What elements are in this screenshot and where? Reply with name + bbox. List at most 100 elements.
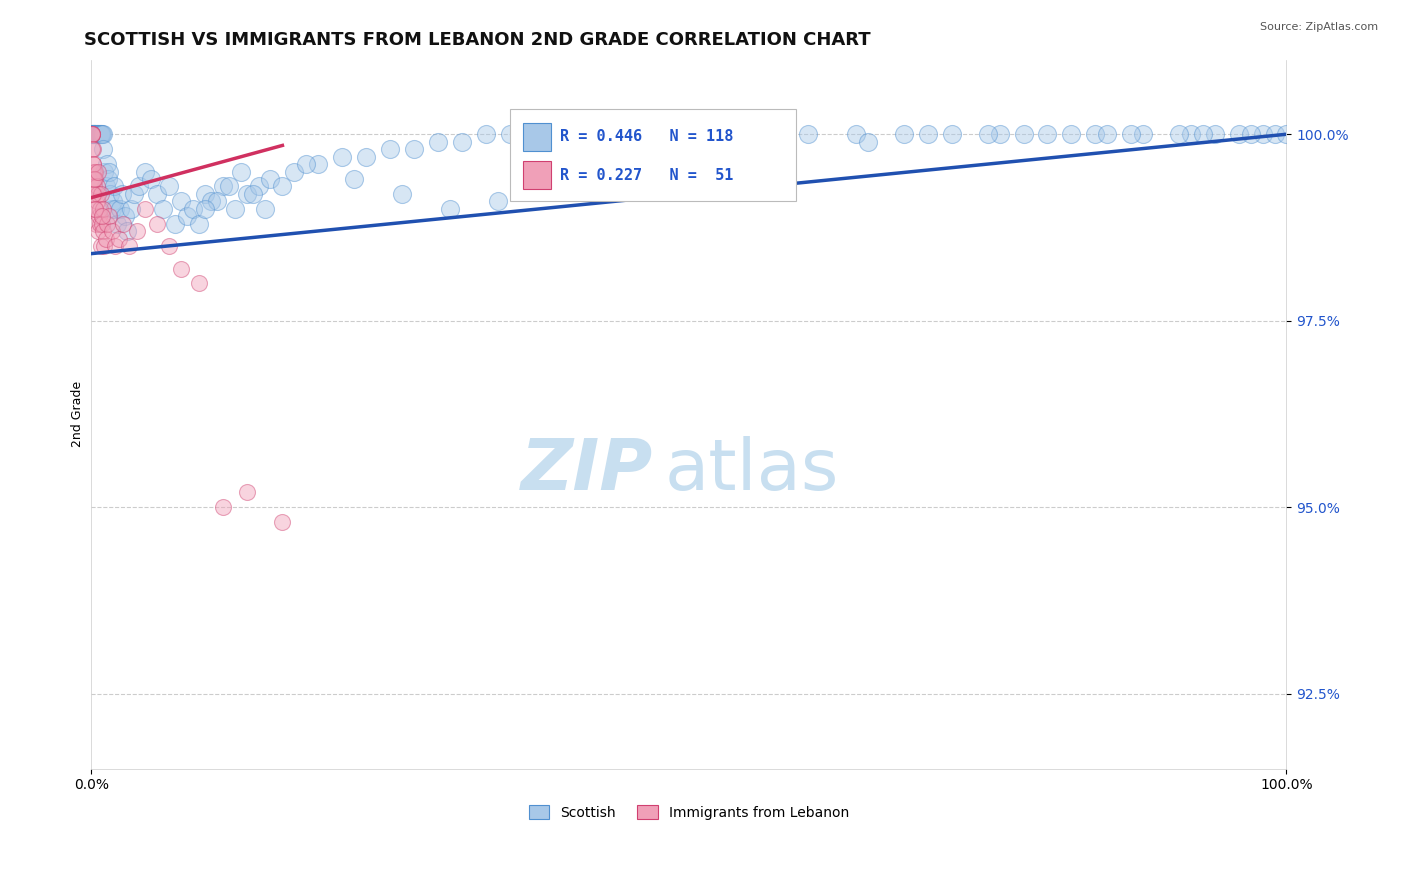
- Point: [194, 202, 217, 216]
- Point: [134, 202, 156, 216]
- Point: [103, 179, 125, 194]
- Point: [83, 127, 105, 141]
- Point: [104, 202, 127, 216]
- Point: [83, 127, 105, 141]
- Point: [235, 186, 257, 201]
- Point: [845, 127, 868, 141]
- Point: [247, 179, 270, 194]
- Point: [122, 186, 145, 201]
- Point: [917, 127, 939, 141]
- Point: [1036, 127, 1059, 141]
- Point: [486, 194, 509, 209]
- Point: [96, 157, 118, 171]
- Point: [229, 164, 252, 178]
- Point: [211, 500, 233, 515]
- Point: [235, 485, 257, 500]
- Point: [218, 179, 240, 194]
- Point: [170, 194, 193, 209]
- FancyBboxPatch shape: [509, 109, 796, 202]
- Text: ZIP: ZIP: [520, 436, 652, 506]
- Point: [558, 127, 581, 141]
- FancyBboxPatch shape: [523, 123, 551, 151]
- Point: [91, 127, 114, 141]
- Point: [91, 210, 114, 224]
- Point: [97, 172, 120, 186]
- Point: [83, 186, 105, 201]
- Point: [87, 127, 110, 141]
- Point: [450, 135, 472, 149]
- Point: [176, 210, 198, 224]
- Point: [86, 194, 108, 209]
- Point: [87, 210, 110, 224]
- Point: [1204, 127, 1226, 141]
- Text: R = 0.227   N =  51: R = 0.227 N = 51: [560, 168, 733, 183]
- Point: [91, 224, 114, 238]
- Point: [82, 157, 104, 171]
- Point: [125, 224, 148, 238]
- Point: [139, 172, 162, 186]
- Point: [134, 164, 156, 178]
- Point: [128, 179, 150, 194]
- Point: [94, 232, 117, 246]
- Point: [91, 127, 114, 141]
- Point: [82, 142, 104, 156]
- Point: [205, 194, 228, 209]
- Point: [83, 172, 105, 186]
- Point: [271, 516, 294, 530]
- Point: [94, 179, 117, 194]
- Point: [90, 127, 112, 141]
- Point: [82, 127, 104, 141]
- Point: [90, 127, 112, 141]
- Point: [737, 142, 759, 156]
- Point: [111, 186, 134, 201]
- Point: [163, 217, 186, 231]
- Point: [283, 164, 305, 178]
- Point: [86, 127, 108, 141]
- Point: [89, 127, 111, 141]
- Point: [82, 127, 104, 141]
- Point: [1167, 127, 1189, 141]
- Point: [91, 217, 114, 231]
- Point: [87, 186, 110, 201]
- Point: [112, 217, 135, 231]
- Point: [107, 232, 129, 246]
- Point: [617, 142, 640, 156]
- Point: [474, 127, 496, 141]
- Point: [107, 217, 129, 231]
- Point: [187, 217, 209, 231]
- Point: [98, 210, 121, 224]
- Point: [118, 239, 141, 253]
- Point: [83, 127, 105, 141]
- Point: [606, 127, 628, 141]
- Point: [98, 164, 121, 178]
- Point: [80, 127, 103, 141]
- Point: [91, 142, 114, 156]
- Legend: Scottish, Immigrants from Lebanon: Scottish, Immigrants from Lebanon: [523, 799, 855, 825]
- Point: [941, 127, 963, 141]
- Point: [330, 150, 353, 164]
- Point: [211, 179, 233, 194]
- Point: [84, 217, 107, 231]
- Point: [654, 127, 676, 141]
- Point: [242, 186, 264, 201]
- Point: [797, 127, 820, 141]
- Point: [534, 179, 557, 194]
- Point: [354, 150, 377, 164]
- Point: [115, 224, 138, 238]
- FancyBboxPatch shape: [523, 161, 551, 189]
- Point: [89, 202, 111, 216]
- Point: [100, 224, 122, 238]
- Point: [82, 142, 104, 156]
- Point: [749, 127, 772, 141]
- Point: [498, 127, 520, 141]
- Point: [146, 186, 169, 201]
- Point: [84, 202, 107, 216]
- Point: [82, 157, 104, 171]
- Point: [702, 127, 724, 141]
- Point: [1191, 127, 1213, 141]
- Point: [976, 127, 998, 141]
- Point: [90, 186, 112, 201]
- Point: [402, 142, 425, 156]
- Point: [83, 127, 105, 141]
- Point: [93, 239, 115, 253]
